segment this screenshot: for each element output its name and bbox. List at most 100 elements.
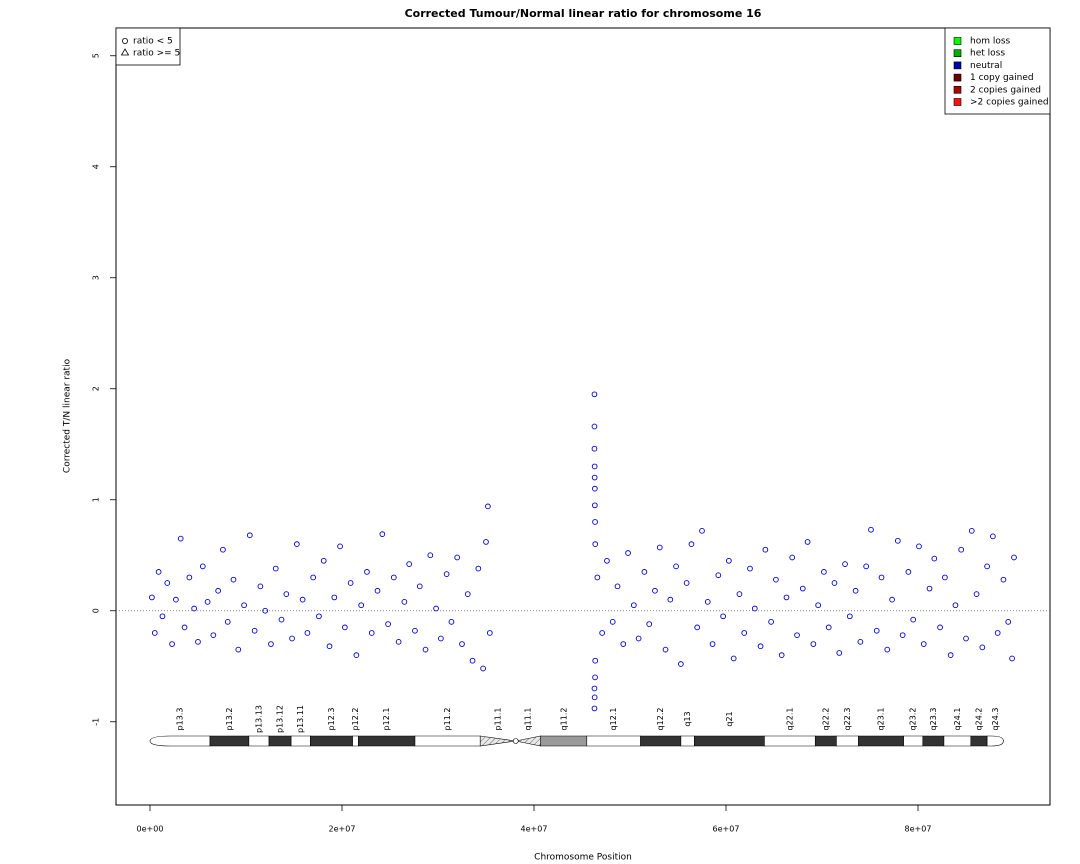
data-point xyxy=(480,665,486,672)
data-point xyxy=(873,627,880,634)
data-point xyxy=(778,652,785,659)
data-point xyxy=(821,569,827,575)
band-hatch xyxy=(515,736,541,746)
legend-swatch xyxy=(953,37,962,45)
ideogram-band xyxy=(836,735,859,747)
legend-swatch xyxy=(953,61,962,70)
data-point xyxy=(688,541,695,548)
data-point xyxy=(1009,655,1015,662)
data-point xyxy=(852,587,859,594)
band-label: q11.2 xyxy=(559,708,568,731)
ideogram-band xyxy=(694,735,765,747)
data-point xyxy=(592,541,599,548)
ideogram-band xyxy=(814,735,837,747)
ideogram-band xyxy=(310,735,353,747)
data-point xyxy=(757,643,764,650)
data-point xyxy=(662,646,669,653)
shape-legend: ratio < 5 ratio >= 5 xyxy=(115,27,181,66)
legend-label: >2 copies gained xyxy=(970,98,1049,108)
data-point xyxy=(825,624,832,631)
y-tick-label: 1 xyxy=(92,497,101,502)
data-point xyxy=(215,587,221,594)
data-point xyxy=(224,618,231,625)
band-label: q24.3 xyxy=(991,708,1000,731)
ideogram-band xyxy=(352,735,359,747)
data-point xyxy=(191,605,197,612)
data-point xyxy=(331,594,338,601)
data-point xyxy=(878,574,885,581)
data-point xyxy=(591,463,598,470)
data-point xyxy=(591,474,598,481)
y-tick-label: 3 xyxy=(92,275,101,280)
legend-label: ratio < 5 xyxy=(133,37,173,47)
band-label: p13.3 xyxy=(175,708,184,731)
color-legend: hom loss het loss neutral 1 copy gained 2 co… xyxy=(944,27,1051,115)
ideogram-band xyxy=(943,735,972,747)
data-point xyxy=(310,574,317,581)
data-point xyxy=(599,630,606,636)
band-label: p12.1 xyxy=(382,708,391,731)
data-point xyxy=(794,632,800,639)
data-point xyxy=(454,554,461,561)
y-tick-label: 5 xyxy=(92,53,101,58)
data-point xyxy=(831,580,838,586)
legend-swatch xyxy=(953,49,962,58)
data-point xyxy=(438,635,444,642)
data-point xyxy=(364,569,370,575)
ideogram-band xyxy=(149,735,211,747)
band-label: q23.3 xyxy=(929,708,938,731)
ideogram-band xyxy=(858,735,904,747)
ideogram-band xyxy=(414,735,481,747)
data-point xyxy=(289,635,295,642)
data-point xyxy=(720,613,726,620)
data-point xyxy=(358,602,365,609)
data-point xyxy=(181,624,188,631)
y-tick-label: 2 xyxy=(92,386,101,391)
data-point xyxy=(783,594,790,601)
data-point xyxy=(374,587,381,594)
ideogram-band xyxy=(358,735,416,747)
ideogram-band xyxy=(680,735,695,747)
data-point xyxy=(186,574,193,581)
ideogram-band xyxy=(540,735,588,747)
data-point xyxy=(815,602,822,609)
data-point xyxy=(262,607,269,614)
band-label: q12.2 xyxy=(656,708,665,731)
data-point xyxy=(726,557,732,564)
data-point xyxy=(412,627,418,634)
data-point xyxy=(773,576,779,583)
band-label: p11.2 xyxy=(443,708,452,731)
band-label: p13.2 xyxy=(225,708,234,731)
data-point xyxy=(667,596,674,603)
ideogram-band xyxy=(922,735,945,747)
y-tick-label: -1 xyxy=(92,718,101,726)
data-point xyxy=(592,485,598,492)
band-label: q13 xyxy=(683,711,692,726)
data-point xyxy=(994,630,1001,636)
data-point xyxy=(448,618,455,625)
x-tick-label: 8e+07 xyxy=(905,825,932,834)
legend-label: het loss xyxy=(970,49,1005,59)
data-point xyxy=(486,630,493,636)
data-point xyxy=(268,641,274,647)
data-point xyxy=(594,574,601,581)
data-point xyxy=(173,596,179,603)
data-point xyxy=(804,539,811,545)
data-point xyxy=(635,635,642,642)
data-point xyxy=(926,585,933,592)
data-point xyxy=(459,641,465,647)
data-point xyxy=(899,632,906,639)
legend-swatch xyxy=(953,73,962,82)
data-point xyxy=(842,561,848,567)
data-point xyxy=(979,644,986,651)
data-point xyxy=(789,554,796,561)
data-point xyxy=(952,602,959,609)
data-point xyxy=(868,526,874,533)
data-point xyxy=(889,596,895,603)
legend-swatch xyxy=(953,98,962,106)
ideogram-band xyxy=(970,735,988,747)
data-point xyxy=(591,391,598,398)
band-label: q24.2 xyxy=(974,708,983,731)
